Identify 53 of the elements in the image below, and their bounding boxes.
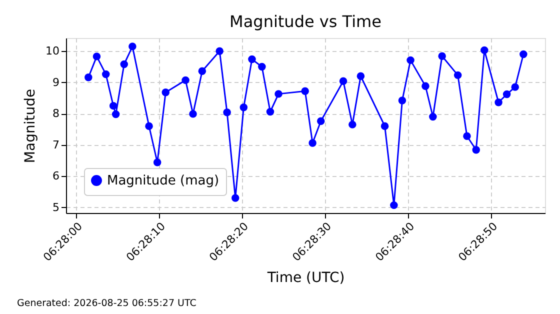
point	[422, 82, 430, 90]
legend-label: Magnitude (mag)	[107, 174, 220, 188]
point	[511, 83, 519, 91]
point	[84, 74, 92, 82]
text: Generated: 2026-08-25 06:55:27 UTC	[17, 298, 197, 309]
point	[398, 96, 406, 104]
point	[189, 110, 197, 118]
chart-title: Magnitude vs Time	[230, 12, 382, 31]
point	[266, 108, 274, 116]
point	[348, 120, 356, 128]
y-tick-label: 6	[52, 170, 60, 183]
point	[223, 108, 231, 116]
y-tick-label: 7	[52, 138, 60, 152]
point	[231, 194, 240, 202]
point	[274, 90, 282, 98]
point	[162, 88, 170, 96]
point	[301, 87, 309, 95]
point	[112, 110, 120, 118]
point	[102, 70, 110, 78]
y-tick-label: 5	[52, 200, 60, 214]
x-axis-title: Time (UTC)	[266, 270, 345, 286]
point	[480, 46, 488, 54]
point	[92, 52, 101, 60]
point	[182, 76, 190, 84]
point	[316, 117, 325, 125]
y-axis-title: Magnitude	[22, 88, 39, 164]
point	[454, 71, 462, 80]
point	[463, 132, 471, 140]
point	[216, 47, 224, 55]
point	[380, 122, 389, 130]
point	[494, 98, 502, 106]
point	[502, 90, 511, 98]
point	[258, 62, 266, 71]
point	[128, 42, 136, 50]
point	[438, 52, 446, 60]
point	[248, 55, 256, 64]
point	[240, 104, 248, 112]
point	[109, 102, 118, 110]
point	[308, 139, 316, 147]
point	[472, 146, 480, 154]
point	[356, 72, 365, 80]
y-tick-label: 9	[52, 76, 60, 89]
y-tick-label: 8	[52, 107, 60, 120]
y-tick-label: 10	[46, 44, 60, 58]
point	[520, 50, 528, 58]
point	[145, 122, 153, 130]
point	[390, 201, 398, 210]
point	[339, 77, 348, 85]
point	[120, 60, 128, 68]
point	[429, 112, 437, 121]
point	[198, 67, 206, 75]
point	[406, 56, 414, 64]
point	[153, 158, 162, 166]
